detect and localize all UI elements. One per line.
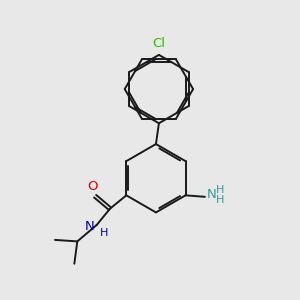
Text: O: O xyxy=(88,180,98,193)
Text: Cl: Cl xyxy=(152,37,165,50)
Text: H: H xyxy=(100,228,109,239)
Text: H: H xyxy=(216,185,224,195)
Text: N: N xyxy=(206,188,216,201)
Text: H: H xyxy=(216,195,224,206)
Text: N: N xyxy=(85,220,94,233)
